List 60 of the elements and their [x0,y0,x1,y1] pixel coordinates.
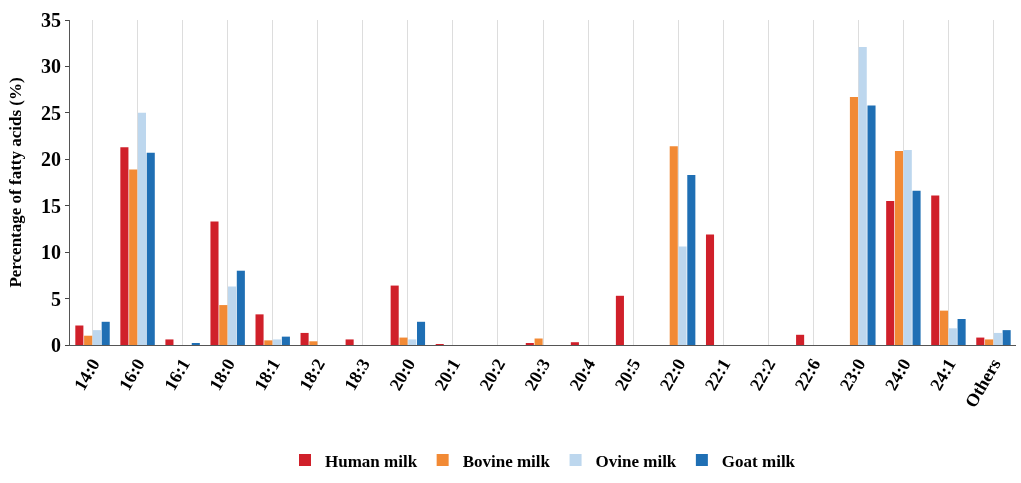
bar [985,339,994,345]
bar [903,150,912,345]
bar [101,321,110,345]
y-axis-title: Percentage of fatty acids (%) [5,77,25,288]
bar [886,201,895,345]
bar [399,337,408,345]
bar [669,146,678,345]
bar [137,112,146,345]
legend-label: Bovine milk [462,451,551,471]
bar [849,97,858,345]
y-tick-label: 25 [41,101,61,124]
bar [210,221,219,345]
bar [273,339,282,345]
legend-label: Ovine milk [595,451,677,471]
bar [796,334,805,345]
bar [976,337,985,345]
y-tick-label: 15 [41,194,61,217]
bar [678,246,687,345]
y-tick-label: 30 [41,55,61,78]
bar [948,328,957,345]
bar [92,330,101,345]
bar [408,339,417,345]
bar [309,341,318,345]
bar [345,339,354,345]
legend-label: Goat milk [721,451,796,471]
bar [281,336,290,345]
bar [570,342,579,345]
bar [165,339,174,345]
bar [867,105,876,345]
bar [264,340,273,345]
bar [957,319,966,345]
bar [858,46,867,345]
bar [705,234,715,345]
bar [390,285,399,345]
bar [687,175,696,345]
y-tick-label: 5 [51,287,61,310]
bar [931,195,940,345]
legend-label: Human milk [325,451,418,471]
bar [300,332,309,345]
bar [146,152,155,345]
bar [228,286,237,345]
bar [940,310,949,345]
bar [534,338,543,345]
y-tick-label: 0 [51,334,61,356]
bar [912,190,921,345]
bar [1002,330,1011,345]
bar [236,270,245,345]
y-tick-label: 20 [41,148,61,171]
bar [120,147,129,345]
bar [993,332,1002,345]
bar [894,150,904,345]
bar [84,335,93,345]
y-tick-label: 10 [41,241,61,264]
bar [129,169,138,345]
bar [615,295,624,345]
bar [219,305,228,345]
bar [75,325,84,345]
y-tick-label: 35 [41,9,61,31]
bar [416,321,426,345]
bar [255,314,264,345]
